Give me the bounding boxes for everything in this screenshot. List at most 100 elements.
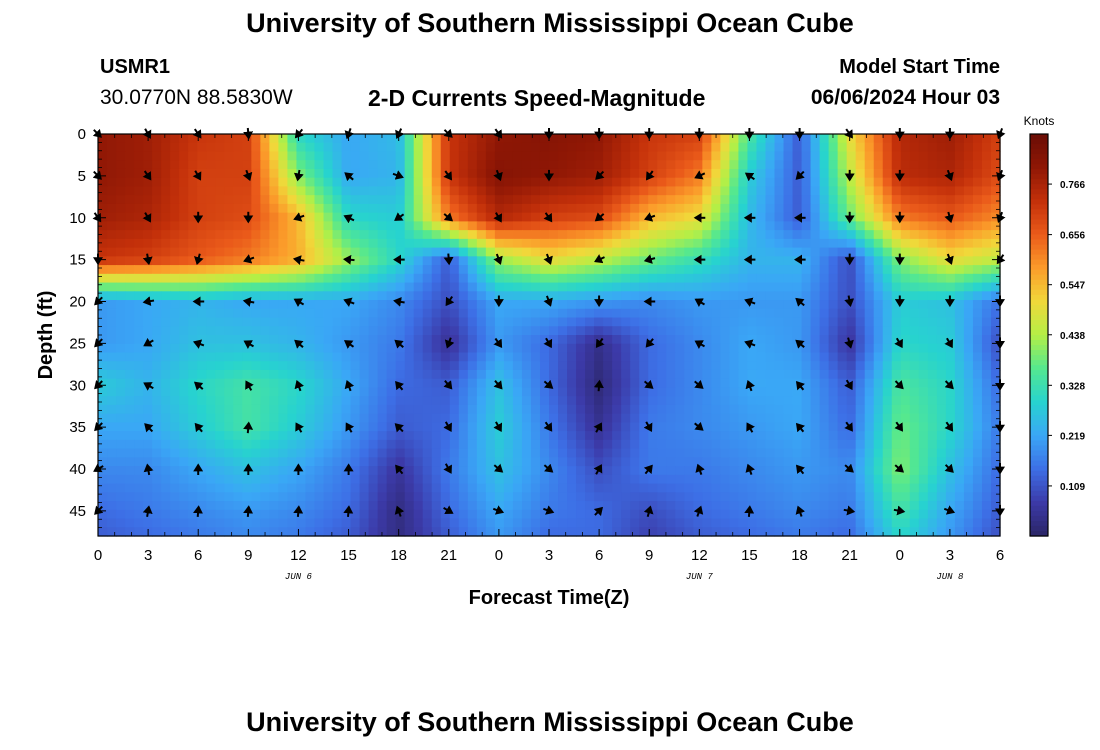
heat-cell bbox=[350, 160, 361, 170]
heat-cell bbox=[576, 343, 586, 354]
heat-cell bbox=[413, 335, 424, 345]
heat-cell bbox=[576, 335, 586, 345]
heat-cell bbox=[972, 142, 983, 153]
heat-cell bbox=[837, 203, 848, 214]
heat-cell bbox=[783, 509, 794, 520]
heat-cell bbox=[576, 404, 586, 415]
x-tick-label: 21 bbox=[841, 547, 858, 564]
heat-cell bbox=[846, 291, 857, 301]
heat-cell bbox=[323, 265, 334, 275]
heat-cell bbox=[747, 448, 758, 458]
heat-cell bbox=[206, 300, 216, 310]
heat-cell bbox=[413, 404, 424, 415]
heat-cell bbox=[467, 134, 478, 144]
heat-cell bbox=[260, 212, 270, 222]
heat-cell bbox=[395, 203, 406, 214]
heat-cell bbox=[440, 387, 451, 397]
heat-cell bbox=[512, 492, 523, 502]
heat-cell bbox=[197, 431, 207, 441]
current-arrow bbox=[292, 255, 305, 265]
heat-cell bbox=[774, 247, 785, 257]
heat-cell bbox=[422, 387, 433, 397]
heat-cell bbox=[539, 203, 550, 214]
heat-cell bbox=[161, 160, 171, 170]
heat-cell bbox=[458, 195, 469, 205]
heat-cell bbox=[630, 134, 640, 144]
heat-cell bbox=[206, 142, 216, 153]
heat-cell bbox=[558, 151, 568, 161]
heat-cell bbox=[738, 501, 749, 511]
heat-cell bbox=[963, 221, 974, 231]
heat-cell bbox=[963, 212, 974, 222]
heat-cell bbox=[242, 265, 252, 275]
heat-cell bbox=[332, 203, 343, 214]
heat-cell bbox=[693, 501, 703, 511]
heat-cell bbox=[828, 168, 839, 179]
heat-cell bbox=[323, 404, 334, 415]
heat-cell bbox=[774, 168, 785, 179]
heat-cell bbox=[855, 466, 866, 476]
heat-cell bbox=[269, 466, 279, 476]
heat-cell bbox=[215, 317, 225, 327]
current-arrow bbox=[543, 463, 554, 473]
heat-cell bbox=[864, 168, 875, 179]
heat-cell bbox=[711, 308, 721, 319]
heat-cell bbox=[864, 238, 875, 249]
heat-cell bbox=[954, 134, 965, 144]
heat-cell bbox=[972, 291, 983, 301]
heat-cell bbox=[954, 177, 965, 188]
heat-cell bbox=[188, 396, 198, 406]
heat-cell bbox=[134, 361, 144, 371]
heat-cell bbox=[630, 203, 640, 214]
heat-cell bbox=[116, 448, 126, 458]
heat-cell bbox=[756, 221, 767, 231]
heat-cell bbox=[954, 151, 965, 161]
heat-cell bbox=[242, 212, 252, 222]
heat-cell bbox=[972, 195, 983, 205]
heat-cell bbox=[774, 483, 785, 493]
heat-cell bbox=[107, 387, 117, 397]
heat-cell bbox=[873, 308, 884, 319]
heat-cell bbox=[269, 509, 279, 520]
heat-cell bbox=[612, 186, 622, 196]
heat-cell bbox=[981, 247, 992, 257]
heat-cell bbox=[458, 300, 469, 310]
heat-cell bbox=[215, 448, 225, 458]
heat-cell bbox=[530, 238, 541, 249]
heat-cell bbox=[170, 142, 180, 153]
heat-cell bbox=[684, 273, 694, 284]
heat-cell bbox=[134, 396, 144, 406]
heat-cell bbox=[630, 291, 640, 301]
heat-cell bbox=[891, 361, 902, 371]
heat-cell bbox=[774, 291, 785, 301]
heat-cell bbox=[359, 352, 370, 362]
heat-cell bbox=[260, 230, 270, 240]
heat-cell bbox=[413, 256, 424, 266]
heat-cell bbox=[224, 151, 234, 161]
heat-cell bbox=[567, 413, 577, 423]
heat-cell bbox=[458, 308, 469, 319]
heat-cell bbox=[855, 439, 866, 450]
heat-cell bbox=[530, 439, 541, 450]
heat-cell bbox=[927, 142, 938, 153]
heat-cell bbox=[792, 431, 803, 441]
heat-cell bbox=[341, 369, 352, 380]
heat-cell bbox=[377, 413, 388, 423]
heat-cell bbox=[909, 186, 920, 196]
heat-cell bbox=[567, 431, 577, 441]
heat-cell bbox=[558, 186, 568, 196]
y-tick-label: 30 bbox=[69, 377, 86, 394]
heat-cell bbox=[314, 203, 325, 214]
heat-cell bbox=[314, 361, 325, 371]
heat-cell bbox=[161, 335, 171, 345]
heat-cell bbox=[981, 509, 992, 520]
heat-cell bbox=[783, 527, 794, 537]
heat-cell bbox=[350, 439, 361, 450]
heat-cell bbox=[467, 422, 478, 432]
heat-cell bbox=[855, 396, 866, 406]
heat-cell bbox=[576, 413, 586, 423]
heat-cell bbox=[134, 352, 144, 362]
heat-cell bbox=[233, 160, 243, 170]
heat-cell bbox=[630, 352, 640, 362]
heat-cell bbox=[882, 335, 893, 345]
